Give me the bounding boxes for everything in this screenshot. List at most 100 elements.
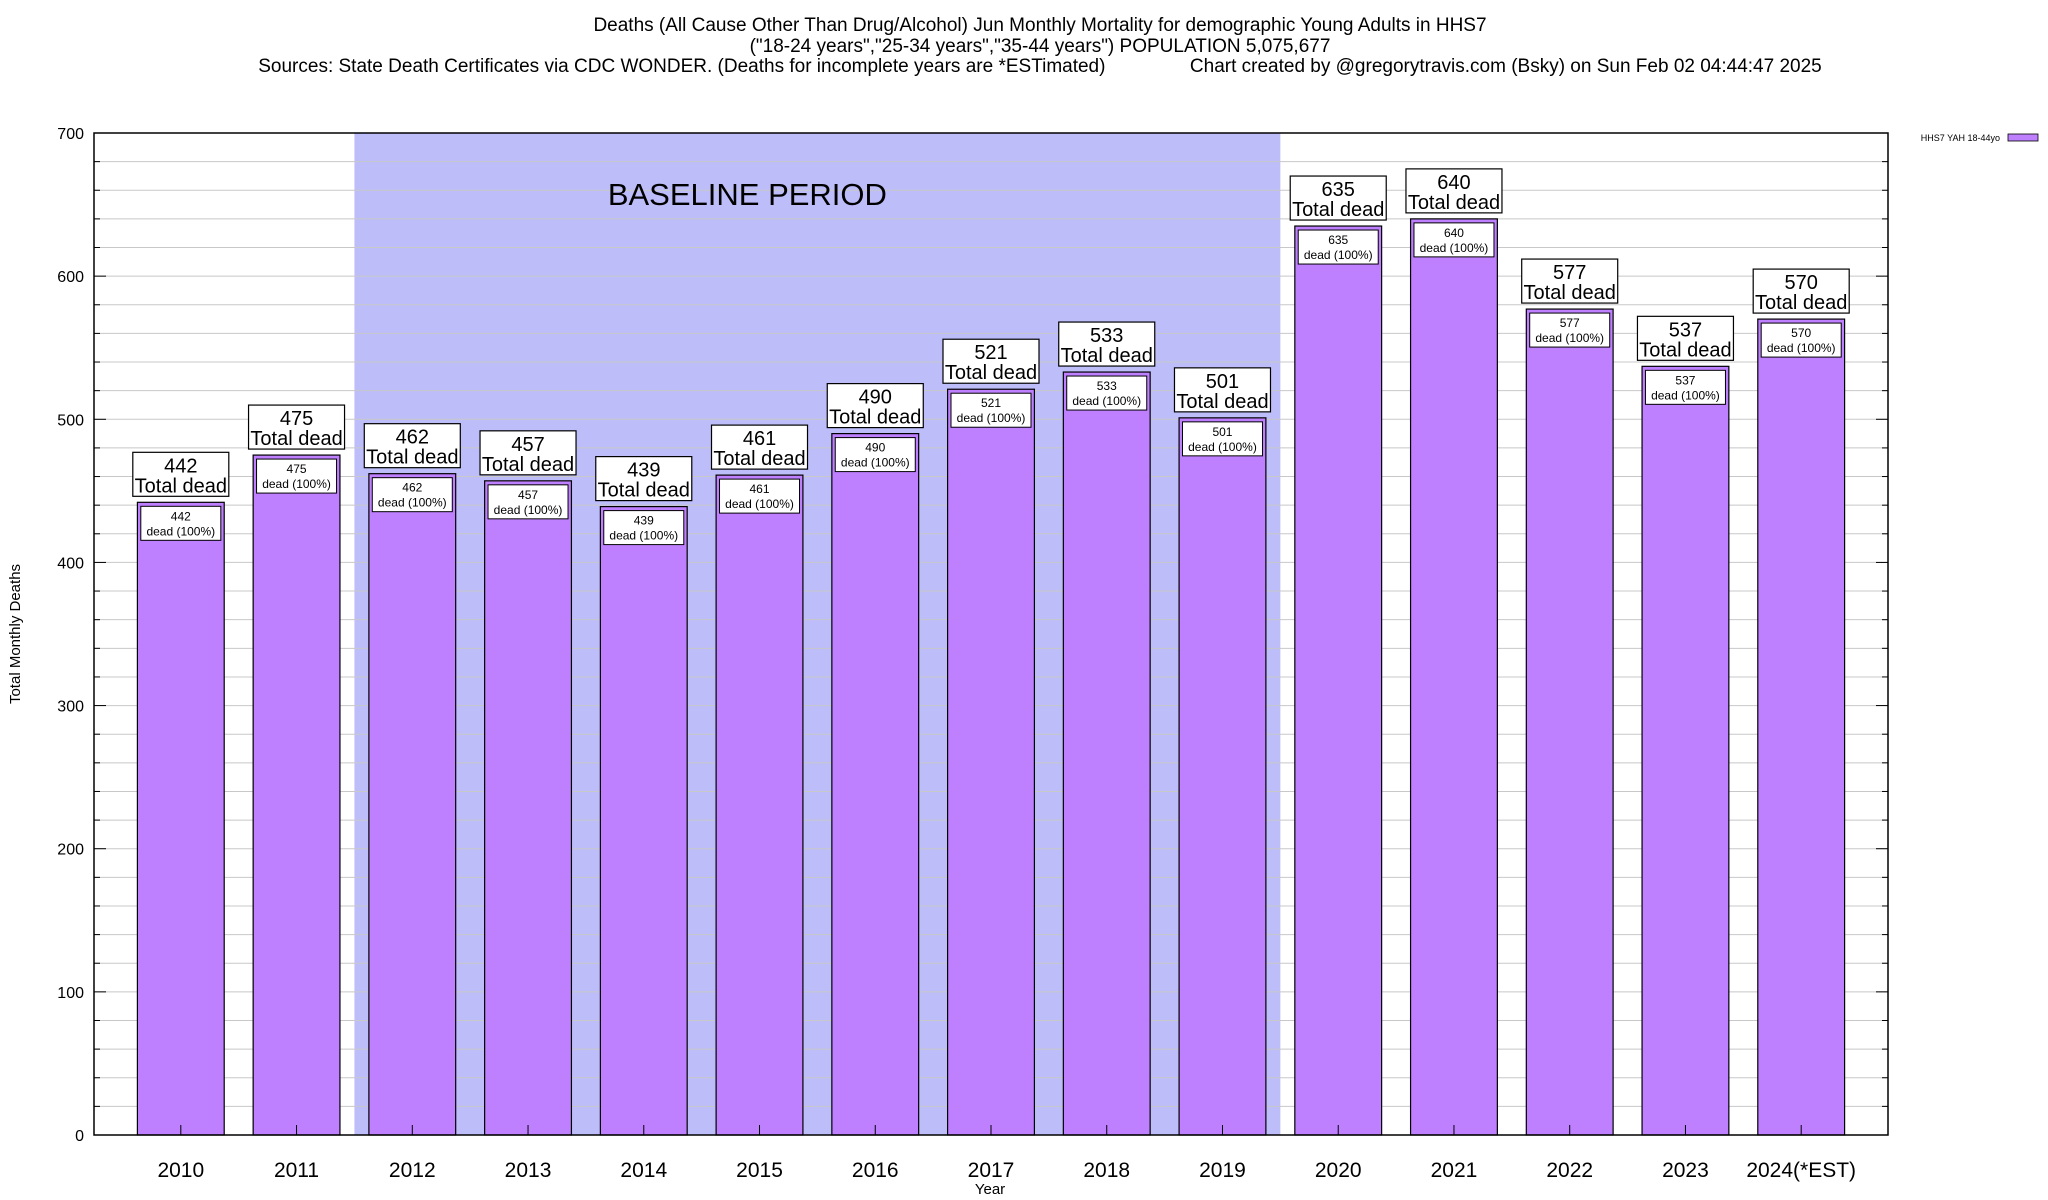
y-tick-label: 0: [75, 1128, 84, 1145]
bar: [1409, 218, 1498, 1136]
x-tick-label: 2017: [968, 1159, 1015, 1182]
inner-label-box: [256, 458, 338, 494]
total-suffix-label: Total dead: [1755, 292, 1847, 314]
title-line-2: ("18-24 years","25-34 years","35-44 year…: [750, 36, 1331, 57]
total-label-box: [247, 404, 346, 450]
x-tick-label: 2019: [1199, 1159, 1246, 1182]
bar: [368, 473, 457, 1136]
total-label-box: [1521, 258, 1619, 304]
bar: [1062, 371, 1151, 1136]
total-label-box: [1289, 175, 1387, 221]
x-tick-label: 2020: [1315, 1159, 1362, 1182]
x-tick-label: 2022: [1546, 1159, 1593, 1182]
total-suffix-label: Total dead: [482, 454, 574, 476]
total-value-label: 521: [974, 342, 1007, 364]
total-suffix-label: Total dead: [1061, 345, 1153, 367]
inner-suffix-label: dead (100%): [1767, 341, 1836, 355]
total-suffix-label: Total dead: [1176, 391, 1268, 413]
x-tick-label: 2014: [620, 1159, 667, 1182]
y-tick-label: 600: [57, 269, 84, 286]
x-tick-label: 2016: [852, 1159, 899, 1182]
inner-suffix-label: dead (100%): [1188, 440, 1257, 454]
inner-suffix-label: dead (100%): [1304, 248, 1373, 262]
inner-suffix-label: dead (100%): [725, 497, 794, 511]
x-tick-label: 2010: [157, 1159, 204, 1182]
total-label-box: [826, 383, 924, 429]
y-tick-label: 500: [57, 412, 84, 429]
total-suffix-label: Total dead: [1524, 282, 1616, 304]
total-suffix-label: Total dead: [366, 447, 458, 469]
x-axis-title: Year: [975, 1181, 1005, 1198]
bar: [599, 506, 688, 1136]
inner-value-label: 461: [750, 482, 770, 496]
bar: [715, 474, 804, 1136]
total-label-box: [595, 456, 693, 502]
y-tick-label: 400: [57, 555, 84, 572]
total-suffix-label: Total dead: [1408, 192, 1500, 214]
total-label-box: [710, 424, 809, 470]
title-line-1: Deaths (All Cause Other Than Drug/Alcoho…: [593, 15, 1486, 36]
inner-label-box: [719, 478, 801, 514]
total-label-box: [942, 338, 1040, 384]
inner-label-box: [834, 437, 916, 473]
bar: [1641, 365, 1730, 1136]
inner-value-label: 570: [1791, 326, 1811, 340]
x-tick-label: 2021: [1431, 1159, 1478, 1182]
total-label-box: [132, 451, 230, 497]
total-suffix-label: Total dead: [945, 362, 1037, 384]
inner-value-label: 640: [1444, 226, 1464, 240]
inner-label-box: [950, 392, 1032, 428]
inner-label-box: [371, 477, 453, 513]
total-label-box: [1405, 168, 1503, 214]
x-tick-label: 2012: [389, 1159, 436, 1182]
total-label-box: [1636, 315, 1735, 361]
inner-label-box: [1760, 322, 1842, 358]
inner-label-box: [487, 484, 569, 520]
inner-value-label: 501: [1212, 425, 1232, 439]
total-value-label: 537: [1669, 319, 1702, 341]
total-value-label: 501: [1206, 371, 1239, 393]
inner-suffix-label: dead (100%): [378, 496, 447, 510]
total-suffix-label: Total dead: [250, 428, 342, 450]
x-tick-label: 2023: [1662, 1159, 1709, 1182]
bar: [136, 501, 225, 1136]
total-value-label: 635: [1322, 179, 1355, 201]
total-suffix-label: Total dead: [713, 448, 805, 470]
inner-suffix-label: dead (100%): [609, 529, 678, 543]
inner-value-label: 475: [287, 462, 307, 476]
total-value-label: 577: [1553, 262, 1586, 284]
x-tick-label: 2018: [1083, 1159, 1130, 1182]
legend-swatch: [2007, 133, 2039, 142]
inner-value-label: 533: [1097, 379, 1117, 393]
y-tick-label: 300: [57, 699, 84, 716]
inner-label-box: [603, 510, 685, 546]
inner-label-box: [1413, 222, 1495, 258]
bar: [1525, 308, 1614, 1136]
total-value-label: 640: [1437, 172, 1470, 194]
bar: [1294, 225, 1383, 1136]
inner-suffix-label: dead (100%): [146, 524, 215, 538]
total-label-box: [363, 423, 461, 469]
total-label-box: [1752, 268, 1850, 314]
x-tick-label: 2013: [505, 1159, 552, 1182]
inner-label-box: [1297, 229, 1379, 265]
total-value-label: 439: [627, 460, 660, 482]
inner-suffix-label: dead (100%): [1072, 394, 1141, 408]
inner-value-label: 537: [1675, 373, 1695, 387]
total-suffix-label: Total dead: [135, 475, 227, 497]
inner-suffix-label: dead (100%): [1651, 388, 1720, 402]
inner-suffix-label: dead (100%): [1420, 241, 1489, 255]
inner-suffix-label: dead (100%): [841, 456, 910, 470]
total-value-label: 462: [396, 427, 429, 449]
total-label-box: [479, 430, 577, 476]
total-value-label: 570: [1785, 272, 1818, 294]
chart-title: Deaths (All Cause Other Than Drug/Alcoho…: [258, 15, 1822, 77]
bar: [1178, 417, 1267, 1136]
inner-suffix-label: dead (100%): [494, 503, 563, 517]
inner-label-box: [1529, 312, 1611, 348]
x-axis: 2010 2011 2012 2013 2014 2015 2016 2017 2018 2019…: [157, 1125, 1856, 1182]
total-suffix-label: Total dead: [1639, 339, 1731, 361]
title-line-3: Sources: State Death Certificates via CD…: [258, 56, 1822, 77]
inner-label-box: [1644, 369, 1726, 405]
